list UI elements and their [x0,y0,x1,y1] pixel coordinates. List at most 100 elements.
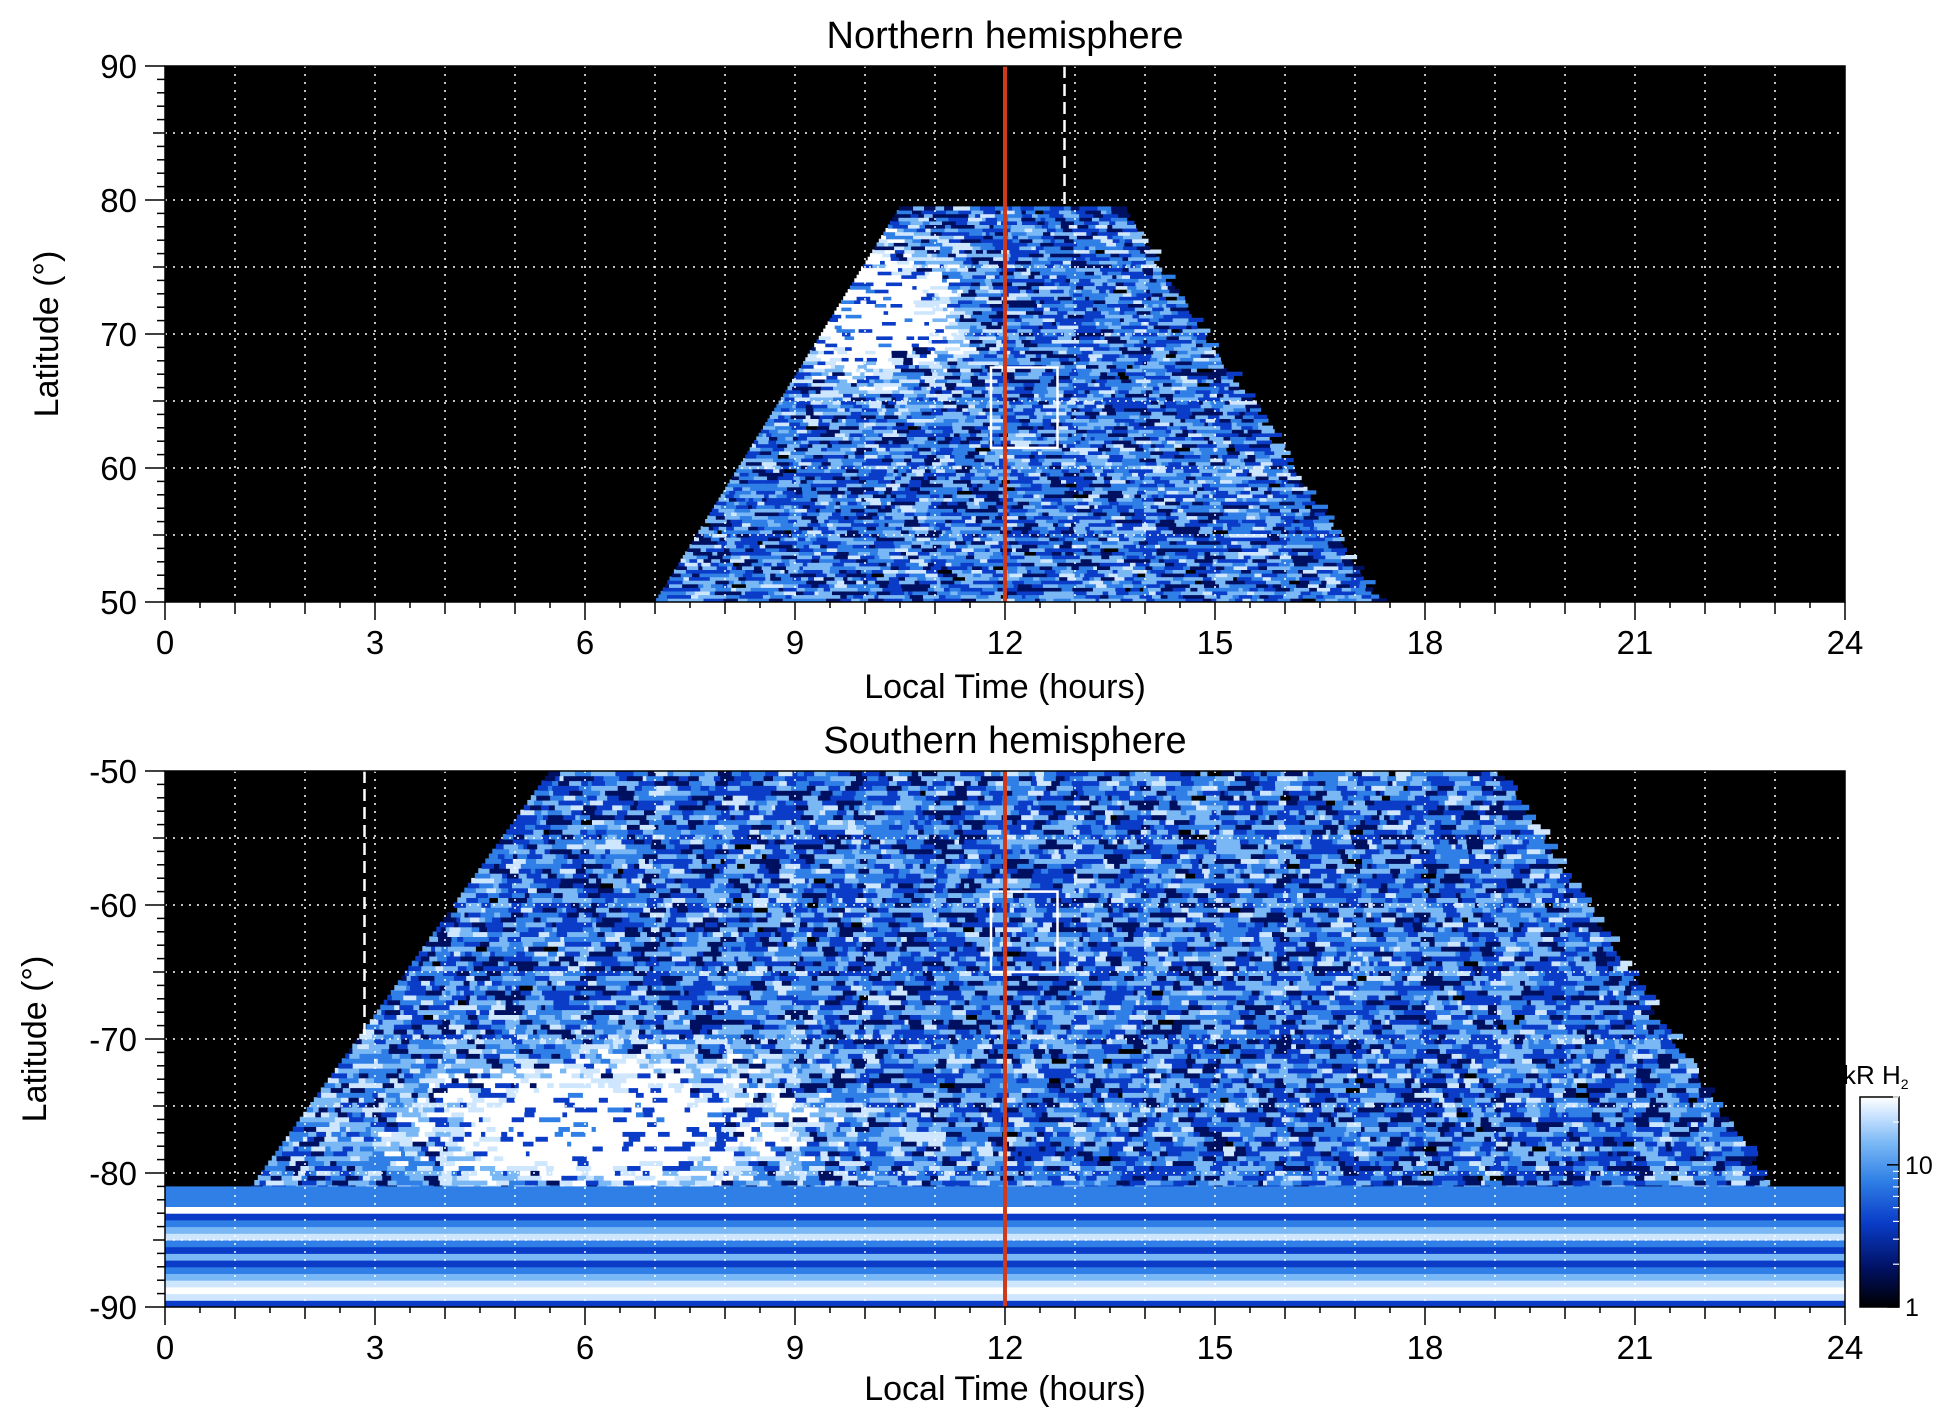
north-data-cell [1253,414,1268,419]
north-data-cell [925,307,933,312]
north-data-cell [1062,501,1079,506]
north-data-cell [1030,325,1040,330]
north-data-cell [1172,458,1181,463]
north-data-cell [964,386,972,391]
north-data-cell [1186,555,1198,560]
north-data-cell [825,504,835,509]
north-data-cell [836,454,845,459]
north-data-cell [1088,360,1099,366]
north-data-cell [1041,468,1057,473]
north-data-cell [1001,296,1017,301]
north-data-cell [1011,576,1020,581]
north-data-cell [836,551,850,556]
north-data-cell [1072,422,1088,427]
north-data-cell [1020,263,1035,269]
north-data-cell [921,299,937,304]
north-data-cell [886,425,894,430]
north-data-cell [1112,583,1124,588]
north-data-cell [897,314,911,319]
north-data-cell [852,544,859,549]
north-data-cell [1027,396,1035,402]
north-data-cell [989,547,1001,552]
north-data-cell [848,357,856,362]
north-data-cell [1037,303,1043,308]
north-data-cell [745,569,754,574]
north-data-cell [1008,346,1015,351]
north-data-cell [1041,580,1057,585]
north-data-cell [1223,544,1228,549]
north-data-cell [942,483,960,488]
north-data-cell [856,558,869,563]
north-data-cell [750,522,758,527]
north-data-cell [1138,443,1144,448]
north-data-cell [941,386,947,391]
north-data-cell [1096,483,1112,488]
north-data-cell [1041,497,1052,502]
north-data-cell [898,386,909,391]
north-data-cell [969,461,982,466]
north-data-cell [1007,432,1017,437]
north-data-cell [1260,508,1269,513]
north-data-cell [1224,386,1230,391]
north-data-cell [926,310,936,315]
north-data-cell [954,580,962,585]
north-data-cell [864,454,879,459]
north-data-cell [1021,529,1029,534]
north-data-cell [950,526,955,531]
north-data-cell [1057,504,1065,509]
north-data-cell [1266,511,1271,517]
north-data-cell [1243,529,1251,534]
north-data-cell [1183,576,1193,581]
north-data-cell [867,303,876,308]
north-data-cell [1098,386,1112,391]
north-data-cell [980,537,993,542]
north-data-cell [1120,400,1137,405]
north-data-cell [852,576,862,581]
north-data-cell [942,307,948,312]
north-data-cell [863,353,873,358]
north-data-cell [807,562,824,567]
north-data-cell [701,562,712,567]
north-data-cell [933,443,943,448]
north-data-cell [1106,411,1117,416]
north-data-cell [1317,526,1332,531]
north-data-cell [742,486,751,491]
north-data-cell [1249,587,1259,592]
north-data-cell [932,544,943,549]
north-data-cell [1108,573,1119,578]
north-data-cell [997,260,1004,265]
north-data-cell [1245,501,1261,506]
north-data-cell [1302,594,1317,599]
north-data-cell [1046,411,1053,416]
north-data-cell [1252,558,1268,563]
north-data-cell [890,256,900,261]
north-data-cell [1067,310,1082,315]
north-data-cell [1035,508,1049,513]
north-data-cell [1033,263,1046,269]
north-data-cell [966,414,977,419]
north-data-cell [1247,422,1259,427]
north-data-cell [1121,271,1136,276]
north-data-cell [859,317,876,322]
north-data-cell [1011,504,1024,509]
north-data-cell [1230,436,1247,441]
north-data-cell [1168,461,1182,466]
north-data-cell [893,558,902,563]
north-data-cell [1112,529,1119,534]
north-data-cell [895,479,910,484]
north-data-cell [1011,389,1023,394]
north-data-cell [1185,404,1202,409]
north-data-cell [1061,422,1074,427]
north-data-cell [958,328,970,333]
north-data-cell [1258,486,1269,491]
north-data-cell [1071,429,1077,434]
north-data-cell [1230,404,1246,409]
north-data-cell [968,267,977,272]
north-data-cell [936,580,942,585]
north-data-cell [1218,454,1223,459]
north-data-cell [773,468,780,473]
north-data-cell [1119,493,1124,499]
north-data-cell [996,350,1008,355]
north-data-cell [1157,375,1171,380]
north-data-cell [1013,299,1025,304]
